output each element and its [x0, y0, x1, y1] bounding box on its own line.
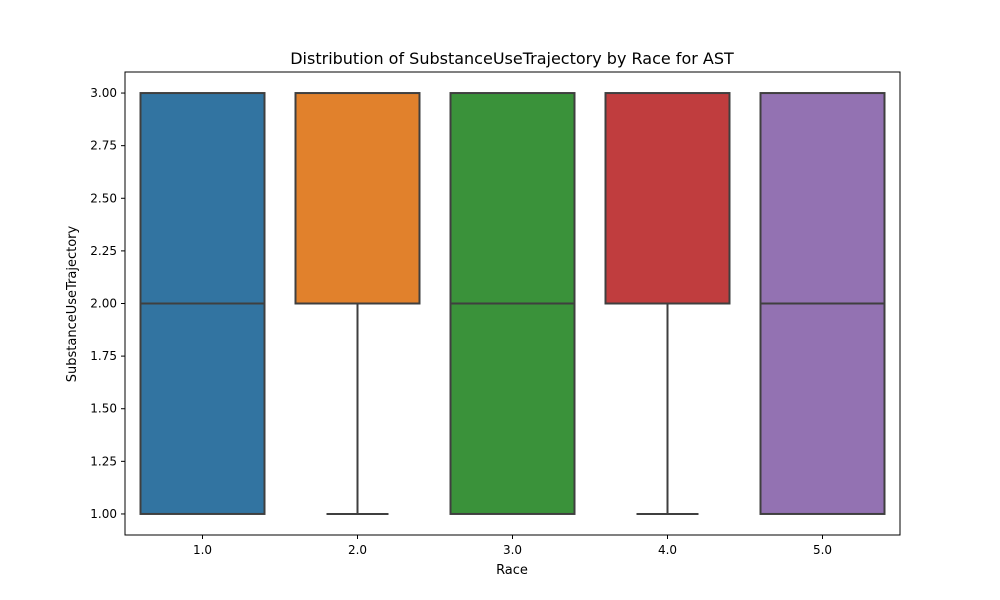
y-axis-label: SubstanceUseTrajectory: [65, 225, 80, 382]
y-tick-label: 1.75: [90, 349, 117, 363]
box-2-0: [294, 92, 421, 305]
box-group-5-0: [759, 92, 886, 515]
y-tick-label: 2.75: [90, 139, 117, 153]
box-4-0: [604, 92, 731, 305]
x-axis-label: Race: [496, 563, 528, 578]
y-tick-label: 2.25: [90, 244, 117, 258]
y-tick-label: 3.00: [90, 86, 117, 100]
y-tick-label: 1.50: [90, 402, 117, 416]
y-tick-label: 1.25: [90, 454, 117, 468]
chart-title: Distribution of SubstanceUseTrajectory b…: [290, 49, 734, 68]
x-axis: 1.0 2.0 3.0 4.0 5.0: [193, 535, 832, 557]
y-tick-label: 2.50: [90, 191, 117, 205]
box-group-4-0: [604, 92, 731, 515]
x-tick-label: 3.0: [503, 543, 522, 557]
x-tick-label: 5.0: [813, 543, 832, 557]
x-tick-label: 4.0: [658, 543, 677, 557]
y-tick-label: 1.00: [90, 507, 117, 521]
x-tick-label: 1.0: [193, 543, 212, 557]
box-group-2-0: [294, 92, 421, 515]
box-group-3-0: [449, 92, 576, 515]
box-group-1-0: [139, 92, 266, 515]
x-tick-label: 2.0: [348, 543, 367, 557]
y-axis: 1.00 1.25 1.50 1.75 2.00 2.25 2.50 2.75 3.00: [90, 86, 125, 521]
boxes-layer: [139, 92, 886, 515]
y-tick-label: 2.00: [90, 297, 117, 311]
